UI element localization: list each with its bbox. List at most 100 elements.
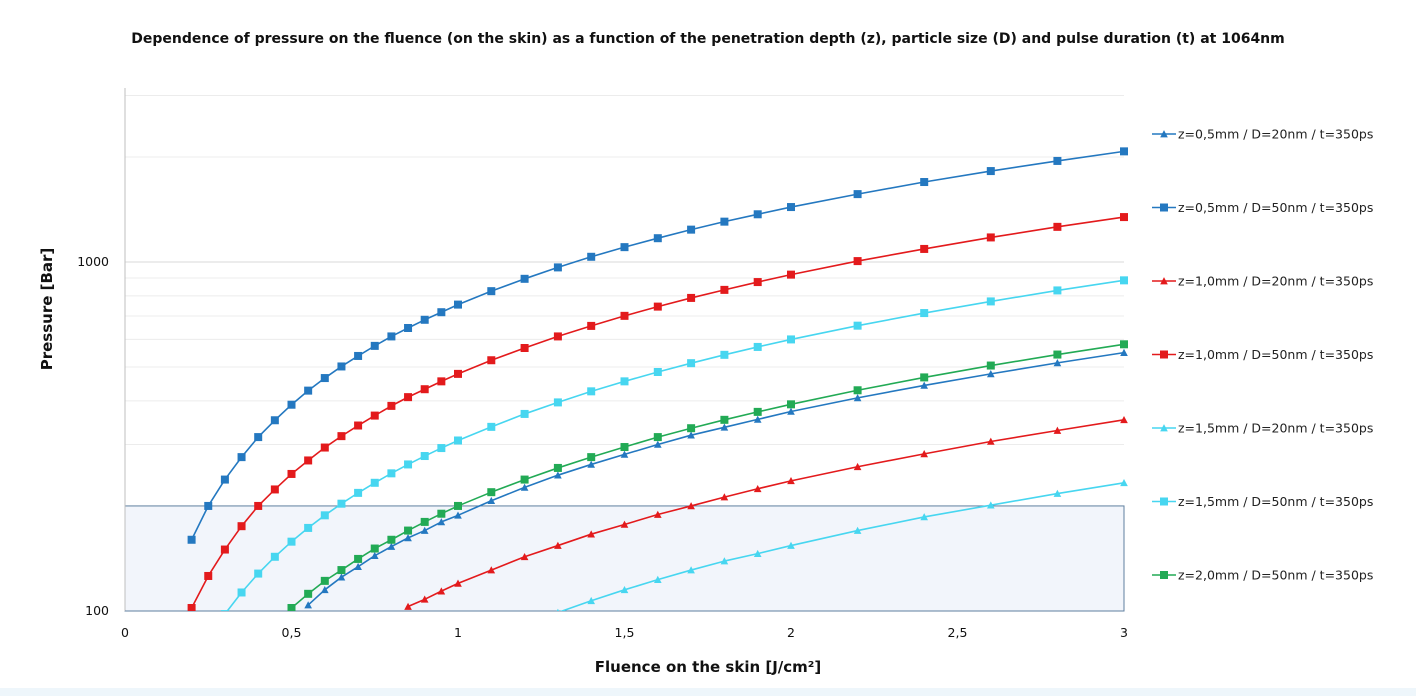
- data-point: [304, 601, 312, 609]
- x-tick-label: 2,5: [948, 625, 968, 640]
- data-point: [687, 225, 696, 234]
- data-point: [437, 518, 446, 526]
- data-point: [587, 453, 596, 462]
- data-point: [337, 432, 346, 441]
- data-point: [487, 566, 496, 574]
- data-point: [337, 362, 346, 371]
- legend-item: z=0,5mm / D=50nm / t=350ps: [1152, 200, 1373, 215]
- data-point: [404, 602, 412, 610]
- data-point: [620, 311, 629, 320]
- data-point: [787, 335, 795, 344]
- x-tick-label: 1: [454, 625, 462, 640]
- series-line: [190, 150, 1125, 541]
- series-6: [220, 276, 1128, 611]
- data-point: [920, 373, 929, 382]
- legend-marker: [1160, 424, 1168, 432]
- x-tick-label: 1,5: [615, 625, 635, 640]
- data-point: [404, 323, 413, 332]
- y-tick-label: 100: [85, 603, 109, 618]
- data-point: [687, 293, 696, 302]
- legend-label: z=1,0mm / D=20nm / t=350ps: [1178, 274, 1373, 289]
- data-point: [920, 450, 929, 458]
- data-point: [270, 552, 279, 561]
- data-point: [354, 421, 363, 430]
- data-point: [787, 203, 795, 212]
- legend-item: z=2,0mm / D=50nm / t=350ps: [1152, 568, 1373, 583]
- data-point: [404, 534, 412, 542]
- data-point: [287, 537, 296, 546]
- data-point: [787, 407, 795, 415]
- data-point: [520, 475, 529, 484]
- data-point: [687, 566, 695, 574]
- data-point: [254, 433, 263, 442]
- data-point: [554, 541, 562, 549]
- series-7: [287, 340, 1128, 611]
- data-point: [687, 502, 695, 510]
- series-1: [304, 348, 1128, 609]
- legend-marker: [1160, 277, 1168, 285]
- data-point: [753, 407, 762, 416]
- data-point: [370, 544, 379, 553]
- data-point: [320, 511, 329, 520]
- data-point: [420, 517, 429, 526]
- data-point: [853, 257, 862, 266]
- data-point: [387, 332, 396, 341]
- data-point: [720, 217, 729, 226]
- data-point: [287, 469, 296, 478]
- data-point: [437, 308, 446, 317]
- data-point: [554, 471, 562, 479]
- data-point: [1120, 478, 1128, 487]
- legend: z=0,5mm / D=20nm / t=350ps z=0,5mm / D=50…: [1152, 127, 1373, 583]
- x-tick-label: 2: [787, 625, 795, 640]
- data-point: [404, 526, 413, 535]
- data-point: [304, 523, 313, 532]
- legend-marker: [1160, 130, 1168, 138]
- data-point: [853, 386, 862, 395]
- data-point: [520, 409, 529, 418]
- data-point: [587, 252, 596, 261]
- data-point: [187, 535, 196, 544]
- data-point: [270, 416, 279, 425]
- data-point: [370, 411, 379, 420]
- data-point: [753, 342, 762, 351]
- data-point: [920, 244, 929, 253]
- data-point: [986, 437, 995, 445]
- data-point: [1053, 350, 1062, 359]
- data-point: [620, 377, 629, 386]
- data-point: [620, 585, 629, 594]
- data-point: [1120, 340, 1128, 349]
- data-point: [653, 510, 662, 518]
- data-point: [687, 431, 695, 439]
- data-point: [487, 496, 496, 505]
- data-point: [653, 433, 662, 442]
- data-point: [587, 321, 596, 330]
- data-point: [620, 520, 629, 528]
- data-point: [986, 501, 995, 509]
- data-point: [620, 243, 629, 252]
- data-point: [753, 415, 762, 423]
- data-point: [687, 424, 696, 433]
- x-tick-label: 0,5: [282, 625, 302, 640]
- x-axis-label: Fluence on the skin [J/cm²]: [595, 658, 821, 676]
- data-point: [437, 587, 446, 595]
- x-tick-label: 0: [121, 625, 129, 640]
- data-point: [237, 522, 246, 531]
- data-point: [687, 359, 696, 368]
- legend-marker: [1160, 497, 1168, 506]
- data-point: [220, 475, 229, 484]
- data-point: [287, 603, 296, 611]
- legend-item: z=1,5mm / D=50nm / t=350ps: [1152, 494, 1373, 509]
- data-point: [320, 374, 329, 383]
- data-point: [720, 415, 729, 424]
- data-point: [337, 499, 346, 508]
- data-point: [653, 367, 662, 376]
- data-point: [1120, 276, 1128, 285]
- data-point: [920, 513, 929, 521]
- data-point: [187, 603, 196, 611]
- data-point: [370, 478, 379, 487]
- y-tick-label: 1000: [77, 254, 109, 269]
- data-point: [553, 263, 562, 272]
- data-point: [653, 302, 662, 311]
- data-point: [487, 422, 496, 431]
